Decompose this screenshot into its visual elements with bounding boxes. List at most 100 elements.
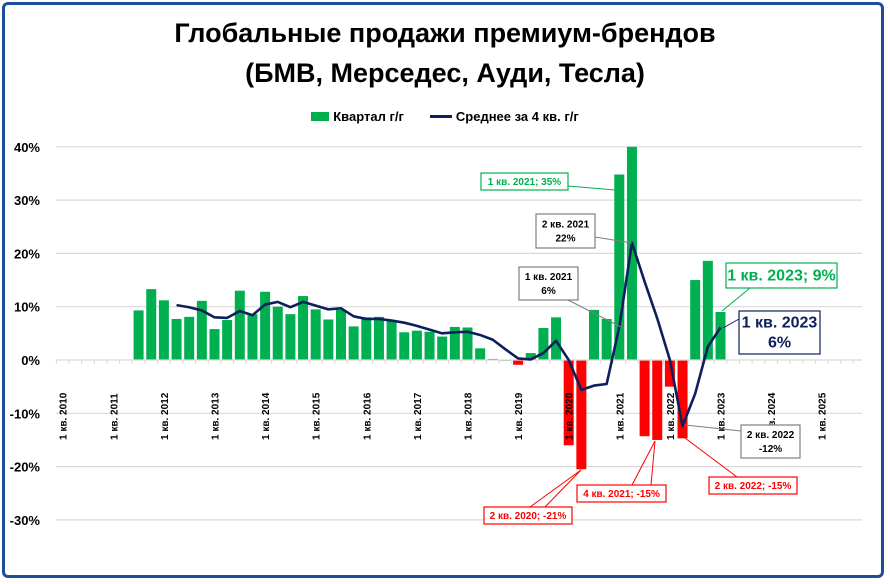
bar: [234, 290, 245, 360]
callout-leader-line: [721, 287, 751, 312]
bar: [424, 331, 435, 360]
annotation-callout: 1 кв. 2023 6%: [722, 310, 821, 355]
bar: [386, 320, 397, 360]
bar: [677, 360, 688, 439]
callout-text: 2 кв. 2021: [542, 220, 590, 231]
callout-leader-line: [684, 437, 738, 478]
y-tick-label: 0%: [21, 353, 40, 368]
bar: [272, 306, 283, 360]
x-tick-label: 1 кв. 2019: [514, 392, 525, 440]
x-tick-label: 1 кв. 2011: [109, 393, 120, 440]
annotation-callout: 1 кв. 2021; 35%: [480, 172, 616, 191]
callout-leader-line: [544, 469, 582, 508]
y-tick-label: 30%: [14, 193, 40, 208]
callout-box: [483, 506, 573, 525]
line-series: [176, 241, 722, 428]
bar: [589, 309, 599, 360]
bar: [133, 310, 144, 360]
callout-text: 4 кв. 2021; -15%: [583, 489, 660, 500]
x-tick-label: 1 кв. 2013: [211, 392, 222, 440]
annotation-callout: 1 кв. 2021 6%: [518, 266, 622, 328]
x-tick-label: 1 кв. 2016: [362, 392, 373, 440]
callout-text: 1 кв. 2023; 9%: [727, 268, 836, 285]
callout-text: 1 кв. 2023: [742, 315, 818, 332]
y-tick-label: -10%: [10, 406, 41, 421]
x-tick-label: 1 кв. 2012: [160, 392, 171, 440]
bar: [513, 360, 524, 365]
callout-box: [535, 213, 596, 249]
bar: [652, 360, 663, 440]
bar: [690, 280, 701, 360]
callout-leader-line: [684, 424, 742, 432]
callout-leader-line: [650, 440, 656, 486]
x-tick-label: 1 кв. 2021: [615, 392, 626, 440]
x-tick-label: 1 кв. 2024: [767, 392, 778, 440]
bar: [336, 309, 346, 360]
bar: [601, 318, 612, 360]
x-tick-label: 1 кв. 2023: [717, 392, 728, 440]
x-tick-label: 1 кв. 2025: [818, 392, 829, 440]
annotation-callout: 1 кв. 2023; 9%: [721, 262, 838, 312]
bar: [399, 332, 410, 360]
bar: [614, 174, 625, 360]
bar: [639, 360, 650, 437]
bar: [538, 328, 549, 360]
bar: [411, 330, 422, 360]
annotation-callout: 2 кв. 2020; -21%: [483, 469, 582, 525]
bar: [563, 360, 574, 446]
y-tick-label: 40%: [14, 140, 40, 155]
bar: [475, 348, 486, 360]
legend-label-bar: Квартал г/г: [333, 109, 404, 125]
legend-label-line: Среднее за 4 кв. г/г: [455, 109, 579, 125]
annotation-callout: 4 кв. 2021; -15%: [576, 440, 667, 503]
bar: [323, 319, 334, 360]
y-tick-label: -30%: [10, 513, 41, 528]
bar: [373, 316, 384, 360]
legend-swatch-line: [429, 115, 452, 119]
bar: [626, 146, 637, 360]
callout-text: 6%: [768, 335, 791, 352]
legend: Квартал г/г Среднее за 4 кв. г/г: [0, 108, 890, 124]
callout-text: -12%: [759, 444, 782, 455]
callout-box: [738, 310, 821, 355]
bar: [222, 320, 233, 360]
bar: [260, 291, 271, 360]
bar: [664, 360, 675, 387]
callout-leader-line: [567, 185, 616, 191]
bar: [247, 314, 258, 360]
callout-leader-line: [722, 318, 740, 329]
bar: [576, 360, 587, 470]
callout-box: [725, 262, 838, 289]
bar: [702, 260, 713, 360]
bar: [146, 289, 157, 360]
annotation-callout: 2 кв. 2022 -12%: [684, 424, 801, 459]
callout-box: [708, 476, 798, 495]
callout-box: [576, 484, 667, 503]
bar: [196, 300, 207, 360]
callout-text: 1 кв. 2021; 35%: [488, 177, 562, 188]
y-tick-label: 10%: [14, 300, 40, 315]
bar: [462, 327, 473, 360]
callout-leader-line: [594, 236, 633, 244]
callout-box: [740, 424, 801, 459]
annotation-callout: 2 кв. 2022; -15%: [684, 437, 798, 495]
callout-leader-line: [529, 469, 582, 508]
bar: [361, 317, 372, 360]
bar: [348, 326, 359, 360]
callout-text: 22%: [555, 234, 575, 245]
x-tick-label: 1 кв. 2017: [413, 392, 424, 440]
bar: [715, 312, 726, 360]
callout-text: 1 кв. 2021: [525, 272, 573, 283]
y-tick-label: 20%: [14, 246, 40, 261]
bar: [184, 316, 195, 360]
annotation-callout: 2 кв. 2021 22%: [535, 213, 633, 249]
bar: [285, 314, 296, 360]
chart-subtitle: (БМВ, Мерседес, Ауди, Тесла): [245, 58, 645, 88]
x-tick-label: 1 кв. 2014: [261, 392, 272, 440]
bar: [310, 309, 321, 360]
chart-title: Глобальные продажи премиум-брендов: [174, 18, 716, 48]
x-tick-label: 1 кв. 2020: [565, 392, 576, 440]
callout-text: 6%: [541, 286, 556, 297]
bar: [298, 296, 309, 360]
